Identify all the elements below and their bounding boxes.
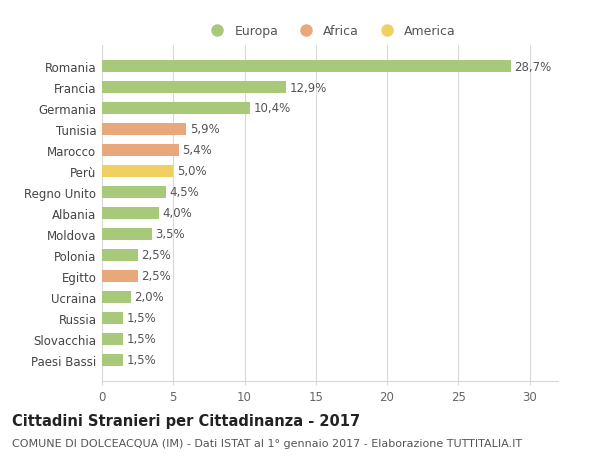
Bar [102, 61, 511, 73]
Bar [102, 250, 137, 261]
Bar [102, 187, 166, 198]
Text: 2,0%: 2,0% [134, 291, 164, 304]
Text: 1,5%: 1,5% [127, 353, 157, 366]
Legend: Europa, Africa, America: Europa, Africa, America [204, 25, 456, 38]
Text: 4,5%: 4,5% [170, 186, 199, 199]
Text: 5,0%: 5,0% [177, 165, 206, 178]
Text: COMUNE DI DOLCEACQUA (IM) - Dati ISTAT al 1° gennaio 2017 - Elaborazione TUTTITA: COMUNE DI DOLCEACQUA (IM) - Dati ISTAT a… [12, 438, 522, 448]
Text: 1,5%: 1,5% [127, 333, 157, 346]
Bar [102, 291, 131, 303]
Text: 5,9%: 5,9% [190, 123, 220, 136]
Bar [102, 124, 186, 135]
Text: 4,0%: 4,0% [163, 207, 193, 220]
Text: 28,7%: 28,7% [515, 61, 552, 73]
Text: 3,5%: 3,5% [155, 228, 185, 241]
Bar [102, 82, 286, 94]
Text: Cittadini Stranieri per Cittadinanza - 2017: Cittadini Stranieri per Cittadinanza - 2… [12, 413, 360, 428]
Bar [102, 207, 159, 219]
Text: 1,5%: 1,5% [127, 312, 157, 325]
Text: 5,4%: 5,4% [182, 144, 212, 157]
Bar [102, 313, 124, 324]
Bar [102, 145, 179, 157]
Bar [102, 229, 152, 240]
Text: 10,4%: 10,4% [254, 102, 291, 115]
Bar [102, 354, 124, 366]
Text: 2,5%: 2,5% [141, 249, 171, 262]
Bar [102, 166, 173, 177]
Text: 12,9%: 12,9% [289, 81, 327, 94]
Text: 2,5%: 2,5% [141, 270, 171, 283]
Bar [102, 103, 250, 114]
Bar [102, 333, 124, 345]
Bar [102, 270, 137, 282]
